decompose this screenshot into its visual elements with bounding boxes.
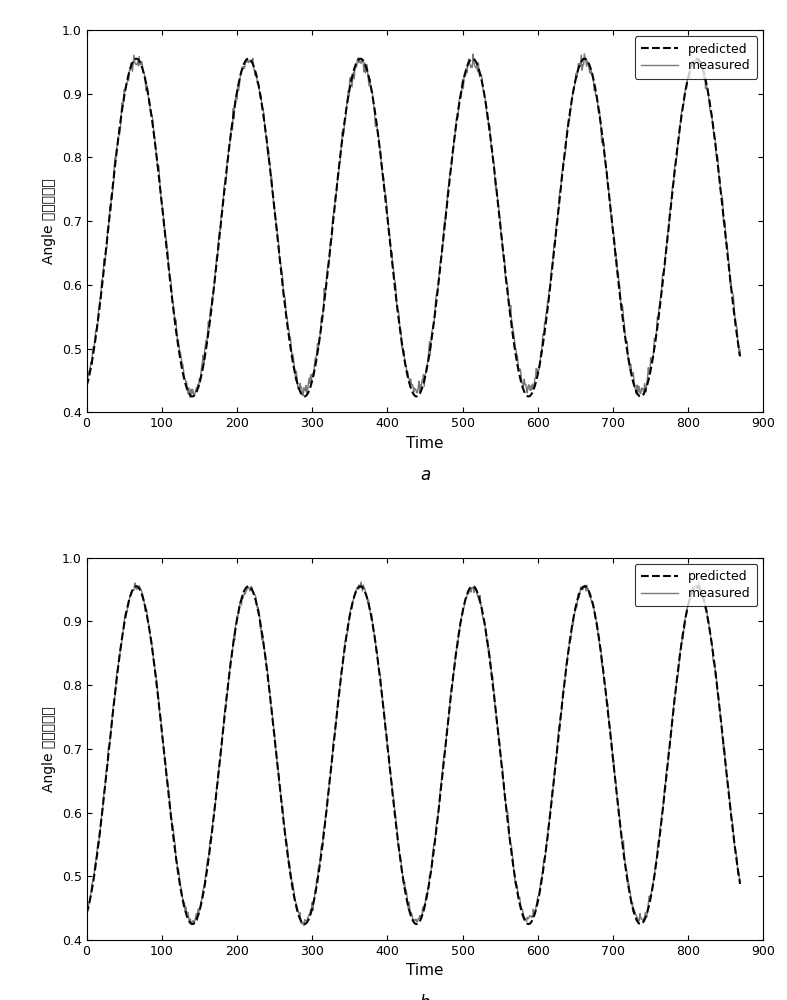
measured [735,344,745,356]
measured [272,217,281,229]
Line: predicted: predicted [87,59,740,396]
measured [369,626,379,638]
predicted [735,878,745,890]
predicted [735,350,745,362]
predicted [272,226,282,238]
X-axis label: Time: Time [406,963,444,978]
predicted [82,380,91,392]
measured [82,905,91,917]
measured [306,903,316,915]
predicted [131,53,141,65]
predicted [369,98,379,110]
measured [109,693,119,705]
Text: b: b [419,994,430,1000]
Line: measured: measured [87,582,740,925]
predicted [82,908,91,920]
predicted [109,165,119,177]
predicted [307,905,316,917]
predicted [429,849,438,861]
measured [429,843,438,855]
predicted [429,321,438,333]
predicted [369,626,379,638]
Legend: predicted, measured: predicted, measured [634,36,757,79]
predicted [307,378,316,390]
Text: a: a [419,466,430,484]
measured [299,919,309,931]
measured [186,392,195,404]
measured [109,159,119,171]
measured [271,741,280,753]
predicted [427,865,436,877]
Y-axis label: Angle （归一化）: Angle （归一化） [42,178,56,264]
measured [427,867,436,879]
measured [306,369,316,381]
measured [735,875,745,887]
Line: measured: measured [87,54,740,398]
measured [368,94,378,106]
measured [426,349,435,361]
Legend: predicted, measured: predicted, measured [634,564,757,606]
predicted [188,918,198,930]
X-axis label: Time: Time [406,436,444,451]
predicted [188,390,198,402]
Y-axis label: Angle （归一化）: Angle （归一化） [42,706,56,792]
measured [580,48,589,60]
predicted [109,693,119,705]
measured [357,576,366,588]
measured [428,323,438,335]
predicted [272,753,282,765]
predicted [131,580,141,592]
Line: predicted: predicted [87,586,740,924]
predicted [427,337,436,349]
measured [82,369,91,381]
